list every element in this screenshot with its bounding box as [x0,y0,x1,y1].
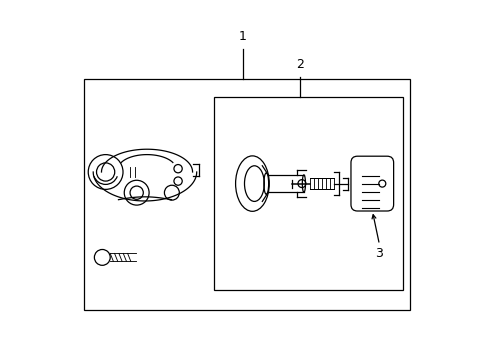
Bar [84,79,409,310]
Text: 2: 2 [296,58,304,71]
Text: 1: 1 [238,30,246,42]
Text: 3: 3 [375,247,383,260]
Bar [213,97,402,290]
